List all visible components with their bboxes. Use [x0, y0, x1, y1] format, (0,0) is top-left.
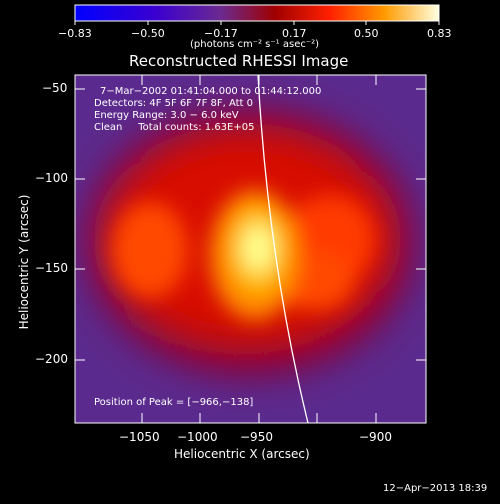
time-range-label: 7−Mar−2002 01:41:04.000 to 01:44:12.000	[100, 86, 322, 97]
x-tick-label: −1050	[119, 430, 160, 444]
y-tick-label: −200	[35, 352, 68, 366]
colorbar-ticks	[74, 21, 440, 25]
y-tick-label: −50	[42, 81, 68, 95]
energy-range-label: Energy Range: 3.0 − 6.0 keV	[94, 110, 239, 121]
solar-limb-line	[257, 75, 309, 423]
y-axis-label: Heliocentric Y (arcsec)	[17, 194, 31, 330]
colorbar-tick-label: −0.83	[58, 27, 92, 40]
colorbar-tick-label: 0.17	[282, 27, 307, 40]
x-axis-label: Heliocentric X (arcsec)	[174, 447, 310, 461]
detectors-label: Detectors: 4F 5F 6F 7F 8F, Att 0	[94, 98, 254, 109]
plot-title: Reconstructed RHESSI Image	[129, 52, 349, 70]
x-tick-label: −950	[240, 430, 273, 444]
rhessi-image	[75, 75, 426, 423]
colorbar-frame	[74, 4, 440, 22]
axis-ticks	[75, 75, 426, 423]
colorbar-gradient	[75, 5, 439, 21]
colorbar-units-label: (photons cm⁻² s⁻¹ asec⁻²)	[190, 39, 320, 50]
peak-position-label: Position of Peak = [−966,−138]	[94, 397, 254, 408]
x-tick-label: −1000	[177, 430, 218, 444]
colorbar-tick-label: 0.83	[427, 27, 452, 40]
x-tick-label: −900	[359, 430, 392, 444]
colorbar-tick-label: 0.50	[354, 27, 379, 40]
colorbar-tick-label: −0.50	[131, 27, 165, 40]
y-tick-label: −150	[35, 261, 68, 275]
clean-counts-label: Clean Total counts: 1.63E+05	[94, 122, 255, 133]
colorbar-tick-label: −0.17	[204, 27, 238, 40]
plot-frame	[74, 74, 427, 424]
y-tick-label: −100	[35, 171, 68, 185]
footer-timestamp: 12−Apr−2013 18:39	[383, 483, 488, 494]
